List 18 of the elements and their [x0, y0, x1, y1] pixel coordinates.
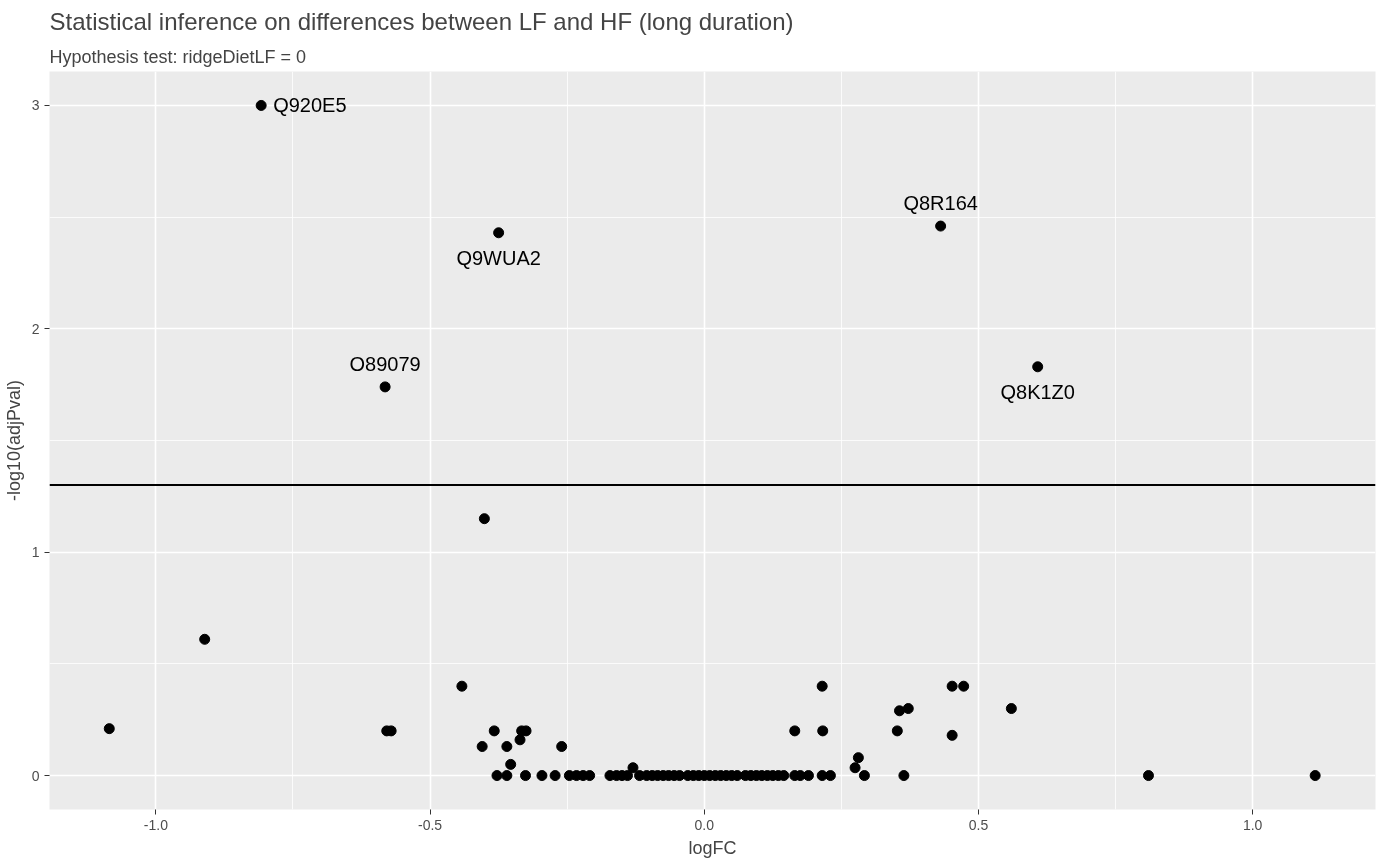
annotation: O89079	[349, 352, 421, 375]
annotation: Q9WUA2	[456, 246, 541, 269]
x-tick-label: -1.0	[143, 816, 169, 833]
x-tick-label: 1.0	[1242, 816, 1263, 833]
x-tick-label: -0.5	[418, 816, 443, 833]
y-tick-label: 3	[31, 97, 40, 114]
x-tick-label: 0.5	[968, 816, 989, 833]
y-tick-label: 0	[31, 767, 40, 784]
chart-title: Statistical inference on differences between LF and HF (long duration)	[49, 7, 794, 35]
y-tick-label: 2	[31, 320, 40, 337]
annotation: Q8K1Z0	[1000, 380, 1075, 403]
y-tick-label: 1	[31, 544, 40, 561]
x-axis-title: logFC	[688, 837, 737, 858]
chart-subtitle: Hypothesis test: ridgeDietLF = 0	[49, 46, 307, 67]
y-axis-title: -log10(adjPval)	[3, 379, 24, 502]
annotation: Q920E5	[273, 94, 347, 117]
x-tick-label: 0.0	[694, 816, 715, 833]
annotation: Q8R164	[903, 192, 978, 215]
